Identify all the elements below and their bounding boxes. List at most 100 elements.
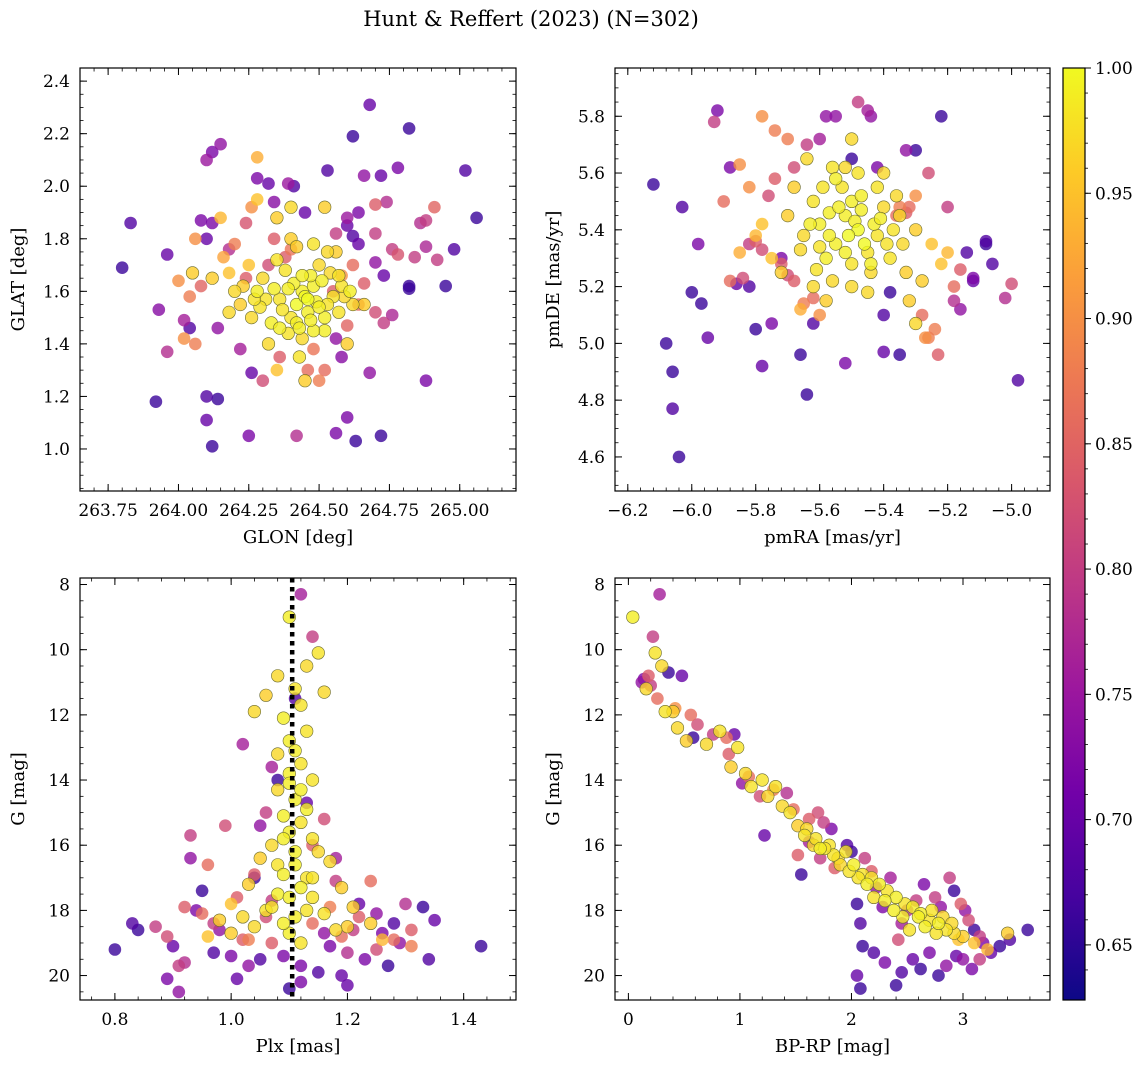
data-point: [335, 881, 348, 894]
data-point: [277, 950, 290, 963]
data-point: [251, 193, 264, 206]
colorbar: 0.650.700.750.800.850.900.951.00: [1063, 59, 1133, 1000]
data-point: [733, 246, 746, 259]
data-point: [627, 611, 640, 624]
data-point: [756, 774, 769, 787]
data-point: [307, 238, 320, 251]
y-tick-label: 2.0: [43, 177, 70, 197]
y-tick-label: 16: [48, 836, 70, 856]
panel-parallax: 0.8 1.0 1.2 1.4 8 10 12 14 16 18 20 Plx [mas] G [mag…: [8, 576, 516, 1057]
y-tick-label: 1.2: [43, 387, 70, 407]
data-point: [330, 227, 343, 240]
data-point: [200, 414, 213, 427]
data-point: [1005, 278, 1018, 291]
data-point: [845, 133, 858, 146]
data-point: [428, 914, 441, 927]
data-point: [200, 233, 213, 246]
data-point: [316, 275, 329, 288]
data-point: [202, 859, 215, 872]
data-point: [392, 248, 405, 261]
data-point: [403, 282, 416, 295]
data-point: [448, 243, 461, 256]
data-point: [388, 933, 401, 946]
data-point: [271, 253, 284, 266]
data-point: [420, 374, 433, 387]
data-point: [242, 933, 255, 946]
data-point: [300, 660, 313, 673]
data-point: [234, 298, 247, 311]
data-point: [333, 306, 346, 319]
data-point: [737, 272, 750, 285]
data-point: [279, 264, 292, 277]
data-point: [807, 280, 820, 293]
data-point: [879, 956, 892, 969]
data-point: [801, 153, 814, 166]
data-point: [293, 322, 306, 335]
data-point: [839, 161, 852, 174]
data-point: [948, 295, 961, 308]
colorbar-tick-label: 0.75: [1095, 685, 1133, 705]
data-point: [1012, 374, 1025, 387]
data-point: [702, 331, 715, 344]
data-point: [245, 367, 258, 380]
data-point: [376, 933, 389, 946]
x-tick-label: −5.4: [863, 501, 904, 521]
data-point: [475, 940, 488, 953]
data-point: [251, 285, 264, 298]
data-point: [851, 898, 864, 911]
data-point: [852, 96, 865, 109]
data-point: [375, 430, 388, 443]
data-point: [842, 229, 855, 242]
data-point: [161, 930, 174, 943]
data-point: [184, 829, 197, 842]
data-point: [926, 904, 939, 917]
data-point: [826, 275, 839, 288]
data-point: [172, 275, 185, 288]
x-axis-label: GLON [deg]: [243, 527, 353, 548]
data-point: [700, 738, 713, 751]
data-point: [312, 966, 325, 979]
data-point: [202, 930, 215, 943]
data-point: [839, 246, 852, 259]
data-point: [206, 440, 219, 453]
x-tick-label: −5.6: [799, 501, 840, 521]
data-point: [892, 933, 905, 946]
data-point: [363, 367, 376, 380]
data-point: [948, 280, 961, 293]
data-point: [813, 309, 826, 322]
data-point: [313, 301, 326, 314]
y-tick-label: 18: [48, 901, 70, 921]
data-point: [765, 317, 778, 330]
data-point: [981, 943, 994, 956]
x-tick-label: 264.50: [289, 501, 348, 521]
data-point: [295, 976, 308, 989]
data-point: [333, 269, 346, 282]
y-tick-label: 20: [583, 967, 605, 987]
data-point: [986, 258, 999, 271]
data-point: [781, 209, 794, 222]
data-point: [126, 917, 139, 930]
data-point: [935, 258, 948, 271]
data-point: [647, 178, 660, 191]
data-point: [788, 181, 801, 194]
data-point: [714, 725, 727, 738]
data-point: [948, 885, 961, 898]
data-point: [271, 364, 284, 377]
data-point: [884, 872, 897, 885]
data-point: [295, 937, 308, 950]
data-point: [212, 322, 225, 335]
y-tick-label: 10: [48, 641, 70, 661]
data-point: [225, 927, 238, 940]
data-point: [161, 973, 174, 986]
data-point: [666, 402, 679, 415]
data-point: [980, 235, 993, 248]
x-tick-label: 1.2: [334, 1010, 361, 1030]
y-tick-label: 16: [583, 836, 605, 856]
data-point: [240, 217, 253, 230]
data-point: [304, 314, 317, 327]
colorbar-tick-label: 0.95: [1095, 184, 1133, 204]
data-point: [739, 767, 752, 780]
data-point: [318, 364, 331, 377]
data-point: [237, 911, 250, 924]
data-point: [352, 238, 365, 251]
